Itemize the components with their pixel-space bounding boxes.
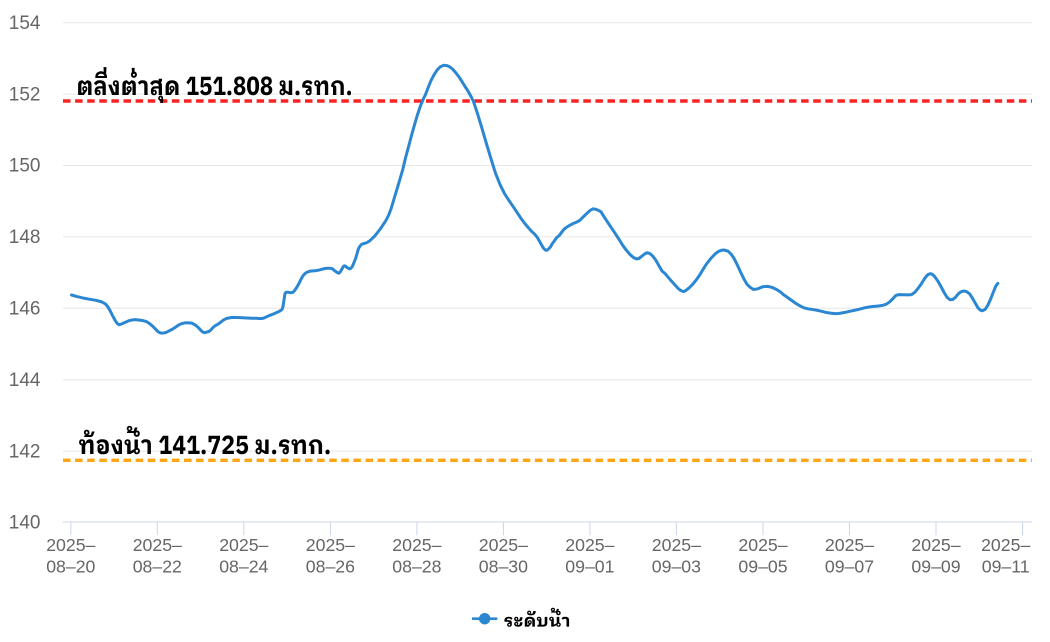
svg-text:2025–: 2025– xyxy=(911,535,960,555)
svg-text:2025–: 2025– xyxy=(565,535,614,555)
svg-text:2025–: 2025– xyxy=(392,535,441,555)
svg-text:154: 154 xyxy=(9,13,41,34)
svg-text:08–22: 08–22 xyxy=(133,557,182,577)
svg-text:08–24: 08–24 xyxy=(219,557,268,577)
svg-text:2025–: 2025– xyxy=(46,535,95,555)
svg-text:2025–: 2025– xyxy=(652,535,701,555)
svg-text:2025–: 2025– xyxy=(479,535,528,555)
svg-text:09–09: 09–09 xyxy=(911,557,960,577)
svg-text:2025–: 2025– xyxy=(133,535,182,555)
svg-text:08–30: 08–30 xyxy=(479,557,528,577)
svg-text:09–01: 09–01 xyxy=(565,557,614,577)
svg-text:08–26: 08–26 xyxy=(306,557,355,577)
svg-text:148: 148 xyxy=(9,227,41,248)
svg-text:152: 152 xyxy=(9,84,41,105)
svg-text:2025–: 2025– xyxy=(981,535,1030,555)
svg-text:150: 150 xyxy=(9,156,41,177)
svg-text:08–20: 08–20 xyxy=(46,557,95,577)
svg-text:142: 142 xyxy=(9,441,41,462)
svg-text:2025–: 2025– xyxy=(738,535,787,555)
svg-text:09–07: 09–07 xyxy=(825,557,874,577)
svg-text:144: 144 xyxy=(9,370,41,391)
svg-text:140: 140 xyxy=(9,513,41,534)
svg-text:09–03: 09–03 xyxy=(652,557,701,577)
svg-text:146: 146 xyxy=(9,299,41,320)
svg-text:2025–: 2025– xyxy=(219,535,268,555)
svg-text:09–05: 09–05 xyxy=(738,557,787,577)
svg-text:09–11: 09–11 xyxy=(982,557,1030,577)
svg-text:2025–: 2025– xyxy=(825,535,874,555)
svg-text:2025–: 2025– xyxy=(306,535,355,555)
svg-text:08–28: 08–28 xyxy=(392,557,441,577)
